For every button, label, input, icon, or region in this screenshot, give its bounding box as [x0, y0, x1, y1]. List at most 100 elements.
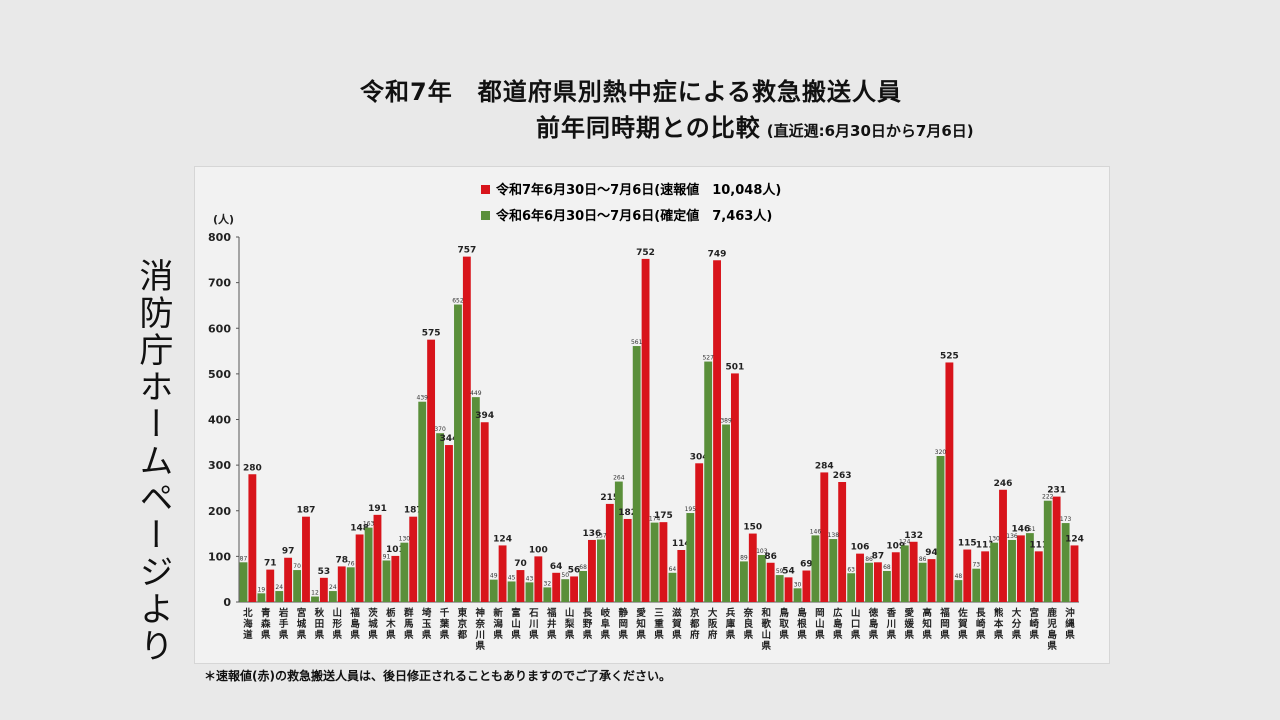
- data-label-2025: 100: [529, 545, 548, 555]
- x-tick-label: 媛: [903, 618, 914, 630]
- y-tick-label: 300: [208, 459, 231, 472]
- bar-2025: [605, 503, 614, 602]
- x-tick-label: 宮: [1030, 607, 1040, 619]
- data-label-2024: 173: [1060, 516, 1072, 523]
- chart-title-line2: 前年同時期との比較 (直近週:6月30日から7月6日): [536, 108, 974, 143]
- bar-2025: [748, 533, 757, 602]
- x-tick-label: 縄: [1065, 618, 1075, 630]
- x-tick-label: 長: [583, 608, 593, 619]
- data-label-2025: 215: [600, 493, 619, 503]
- data-label-2024: 86: [865, 556, 873, 563]
- x-tick-label: 県: [1065, 629, 1075, 641]
- data-label-2025: 87: [872, 551, 885, 561]
- x-tick-label: 宮: [297, 607, 307, 619]
- x-tick-label: 県: [333, 629, 343, 641]
- x-tick-label: 城: [368, 618, 378, 630]
- data-label-2024: 146: [810, 528, 822, 535]
- x-tick-label: 群: [403, 607, 414, 619]
- bar-2024: [650, 522, 659, 602]
- bar-2024: [257, 593, 266, 602]
- data-label-2024: 87: [240, 555, 248, 562]
- x-tick-label: 井: [547, 618, 557, 630]
- data-label-2025: 150: [743, 523, 762, 533]
- data-label-2025: 64: [550, 562, 563, 572]
- bar-2025: [713, 260, 721, 602]
- x-tick-label: 県: [1030, 629, 1040, 641]
- bar-2025: [355, 534, 364, 602]
- data-label-2024: 73: [972, 562, 980, 569]
- x-tick-label: 田: [315, 619, 325, 630]
- bar-2024: [632, 346, 641, 602]
- x-tick-label: 県: [583, 629, 593, 641]
- data-label-2025: 187: [297, 506, 316, 516]
- x-tick-label: 手: [279, 618, 289, 630]
- data-label-2025: 94: [925, 548, 938, 558]
- x-tick-label: 東: [457, 607, 468, 619]
- bar-2025: [641, 258, 650, 602]
- x-tick-label: 県: [404, 629, 414, 641]
- bar-2025: [427, 339, 436, 602]
- data-label-2025: 749: [708, 249, 727, 259]
- x-tick-label: 山: [815, 618, 825, 630]
- data-label-2024: 151: [1024, 526, 1036, 533]
- bar-2025: [1070, 545, 1079, 602]
- x-tick-label: 梨: [564, 618, 575, 630]
- bar-2025: [999, 489, 1007, 602]
- x-tick-label: 城: [297, 618, 307, 630]
- x-tick-label: 川: [475, 630, 486, 641]
- legend-swatch: [481, 211, 490, 220]
- x-tick-label: 良: [744, 618, 754, 630]
- x-tick-label: 都: [689, 618, 700, 630]
- x-tick-label: 岡: [815, 608, 825, 619]
- bar-2025: [909, 541, 918, 602]
- y-tick-label: 400: [208, 414, 231, 427]
- x-tick-label: 県: [994, 629, 1004, 641]
- data-label-2025: 304: [690, 452, 709, 462]
- data-label-2025: 280: [243, 463, 262, 473]
- x-tick-label: 県: [386, 629, 396, 641]
- source-side-label: 消防庁ホームページより: [133, 258, 173, 665]
- x-tick-label: 山: [565, 607, 575, 619]
- x-tick-label: 県: [940, 629, 950, 641]
- x-tick-label: 三: [654, 608, 664, 619]
- data-label-2024: 652: [452, 298, 464, 305]
- bar-2024: [686, 513, 695, 602]
- data-label-2025: 575: [422, 329, 441, 339]
- data-label-2024: 137: [595, 532, 607, 539]
- data-label-2024: 86: [919, 556, 927, 563]
- bar-2024: [471, 397, 480, 602]
- x-tick-label: 児: [1046, 619, 1057, 630]
- x-tick-label: 島: [350, 618, 360, 630]
- bar-2025: [695, 463, 704, 602]
- bar-2024: [829, 539, 838, 602]
- x-tick-label: 県: [869, 629, 879, 641]
- data-label-2024: 320: [935, 449, 947, 456]
- x-tick-label: 馬: [403, 619, 414, 630]
- x-tick-label: 奈: [743, 607, 754, 619]
- data-label-2025: 111: [976, 540, 995, 550]
- x-tick-label: 神: [476, 607, 486, 619]
- x-tick-label: 大: [708, 607, 718, 619]
- legend-swatch: [481, 185, 490, 194]
- bar-2025: [927, 559, 936, 602]
- data-label-2025: 344: [440, 434, 459, 444]
- x-tick-label: 京: [458, 618, 468, 630]
- x-tick-label: 県: [797, 629, 807, 641]
- data-label-2025: 114: [672, 539, 691, 549]
- bar-2025: [498, 545, 507, 602]
- bar-2024: [847, 573, 856, 602]
- x-tick-label: 静: [618, 607, 628, 619]
- x-tick-label: 賀: [957, 618, 968, 630]
- bar-2025: [409, 516, 418, 602]
- x-tick-label: 岡: [618, 619, 628, 630]
- data-label-2025: 175: [654, 511, 673, 521]
- x-tick-label: 県: [315, 629, 325, 641]
- x-tick-label: 山: [333, 607, 343, 619]
- y-tick-label: 700: [208, 277, 231, 290]
- data-label-2024: 49: [490, 573, 498, 580]
- x-tick-label: 福: [349, 607, 360, 619]
- bar-2025: [802, 570, 811, 602]
- x-tick-label: 県: [904, 629, 914, 641]
- x-tick-label: 府: [708, 629, 718, 641]
- x-tick-label: 県: [618, 629, 628, 641]
